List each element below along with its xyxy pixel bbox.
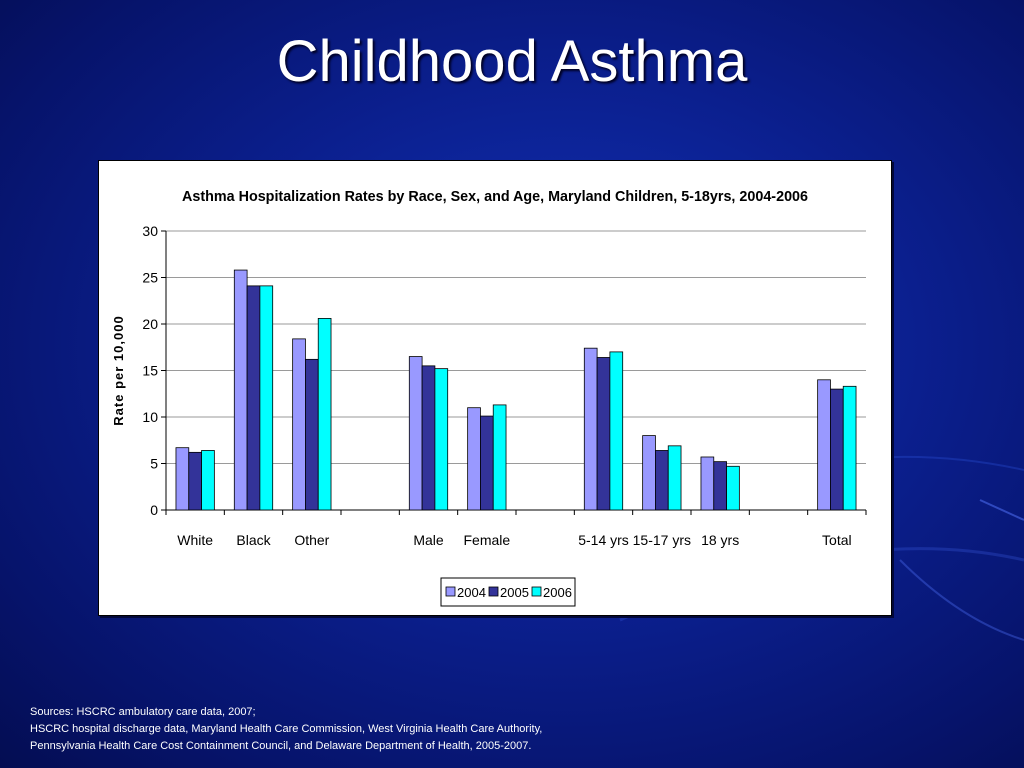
sources-line-3: Pennsylvania Health Care Cost Containmen… <box>30 740 532 752</box>
y-axis-label: Rate per 10,000 <box>111 315 126 425</box>
x-tick-label: Male <box>413 532 444 548</box>
chart-panel: Asthma Hospitalization Rates by Race, Se… <box>98 160 892 616</box>
bar-2005 <box>246 285 261 511</box>
x-tick-label: White <box>177 532 213 548</box>
bar-2004 <box>583 347 598 511</box>
x-tick-label: 5-14 yrs <box>578 532 629 548</box>
bar-2005 <box>655 450 669 511</box>
bar-2004 <box>408 356 423 511</box>
y-tick-label: 20 <box>142 316 158 332</box>
bar-2006 <box>667 445 682 511</box>
bar-2006 <box>842 385 857 511</box>
sources-line-1: Sources: HSCRC ambulatory care data, 200… <box>30 706 256 718</box>
bar-2005 <box>480 415 494 511</box>
legend-label: 2006 <box>543 585 572 600</box>
bar-2006 <box>492 404 507 511</box>
y-tick-label: 0 <box>150 502 158 518</box>
bar-2005 <box>830 388 844 511</box>
bar-2004 <box>175 447 190 511</box>
bar-2006 <box>317 318 332 511</box>
bar-2006 <box>609 351 624 511</box>
y-tick-label: 10 <box>142 409 158 425</box>
legend-swatch-2005 <box>488 586 499 597</box>
x-tick-label: Black <box>236 532 271 548</box>
bar-2005 <box>713 461 727 511</box>
bar-2004 <box>467 407 481 511</box>
y-tick-label: 30 <box>142 223 158 239</box>
legend-box <box>440 577 576 607</box>
chart-title: Asthma Hospitalization Rates by Race, Se… <box>182 188 808 205</box>
sources-note: Sources: HSCRC ambulatory care data, 200… <box>30 704 542 755</box>
sources-line-2: HSCRC hospital discharge data, Maryland … <box>30 723 543 735</box>
bar-2005 <box>188 451 202 511</box>
bar-2005 <box>421 365 436 511</box>
bar-2004 <box>700 456 715 511</box>
slide-title: Childhood Asthma <box>276 29 748 94</box>
legend-label: 2005 <box>500 585 529 600</box>
bar-2005 <box>596 357 611 511</box>
x-tick-label: Other <box>294 532 329 548</box>
bar-2006 <box>259 285 274 511</box>
bar-2006 <box>726 465 740 511</box>
bar-2006 <box>434 368 449 511</box>
y-tick-label: 5 <box>150 456 158 472</box>
legend-label: 2004 <box>457 585 486 600</box>
x-tick-label: 18 yrs <box>701 532 739 548</box>
y-tick-label: 15 <box>142 363 158 379</box>
bar-2006 <box>201 450 215 511</box>
x-tick-label: Female <box>463 532 510 548</box>
x-tick-label: 15-17 yrs <box>633 532 691 548</box>
y-tick-label: 25 <box>142 270 158 286</box>
legend-swatch-2006 <box>531 586 542 597</box>
bar-2004 <box>292 338 306 511</box>
x-tick-label: Total <box>822 532 852 548</box>
bar-chart: Asthma Hospitalization Rates by Race, Se… <box>111 188 867 607</box>
bar-2004 <box>642 435 656 511</box>
bar-2004 <box>233 269 248 511</box>
bar-2004 <box>817 379 831 511</box>
legend-swatch-2004 <box>445 586 456 597</box>
bar-2005 <box>305 358 319 511</box>
